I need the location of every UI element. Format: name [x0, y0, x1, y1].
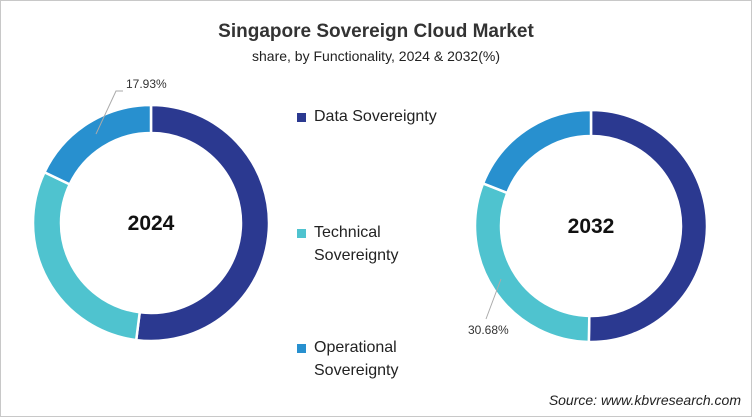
chart-title: Singapore Sovereign Cloud Market [218, 21, 534, 42]
donut-slice-data-sovereignty-2024 [134, 103, 271, 343]
donut-slice-technical-sovereignty-2024 [31, 170, 142, 342]
donut-slice-technical-sovereignty-2032 [473, 181, 591, 344]
data-label-leader-line [485, 278, 502, 320]
chart-subtitle: share, by Functionality, 2024 & 2032(%) [252, 48, 500, 64]
data-label: 17.93% [126, 77, 167, 91]
legend-swatch [297, 344, 306, 353]
legend-swatch [297, 113, 306, 122]
data-label-leader-line [95, 90, 123, 135]
legend-label: Operational Sovereignty [314, 339, 399, 379]
legend-swatch [297, 229, 306, 238]
donut-slice-operational-sovereignty-2024 [42, 103, 153, 186]
source-text: Source: www.kbvresearch.com [548, 392, 741, 408]
legend-label: Technical Sovereignty [314, 224, 399, 264]
data-label: 30.68% [468, 323, 509, 337]
donut-slice-data-sovereignty-2032 [587, 108, 709, 344]
donut-slice-operational-sovereignty-2032 [481, 108, 593, 195]
legend-label: Data Sovereignty [314, 108, 437, 125]
donut-center-label: 2024 [128, 212, 175, 235]
donut-center-label: 2032 [568, 215, 615, 238]
